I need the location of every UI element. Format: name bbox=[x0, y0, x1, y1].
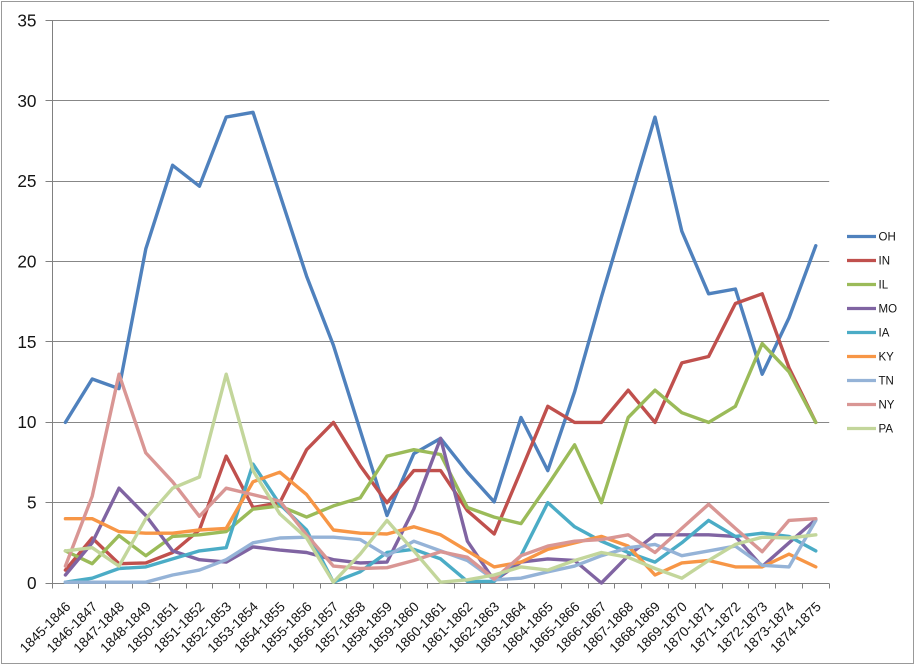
svg-text:PA: PA bbox=[879, 424, 894, 436]
svg-text:IL: IL bbox=[879, 280, 889, 292]
svg-text:25: 25 bbox=[17, 171, 36, 191]
svg-text:35: 35 bbox=[17, 11, 36, 31]
svg-text:NY: NY bbox=[879, 400, 895, 412]
svg-text:5: 5 bbox=[27, 493, 37, 513]
svg-text:20: 20 bbox=[17, 252, 36, 272]
svg-text:TN: TN bbox=[879, 376, 894, 388]
svg-text:IN: IN bbox=[879, 256, 891, 268]
svg-text:10: 10 bbox=[17, 412, 36, 432]
svg-text:MO: MO bbox=[879, 304, 898, 316]
svg-text:15: 15 bbox=[17, 332, 36, 352]
svg-text:30: 30 bbox=[17, 91, 36, 111]
svg-text:KY: KY bbox=[879, 352, 895, 364]
svg-text:0: 0 bbox=[27, 573, 37, 593]
svg-text:OH: OH bbox=[879, 232, 896, 244]
svg-text:IA: IA bbox=[879, 328, 890, 340]
